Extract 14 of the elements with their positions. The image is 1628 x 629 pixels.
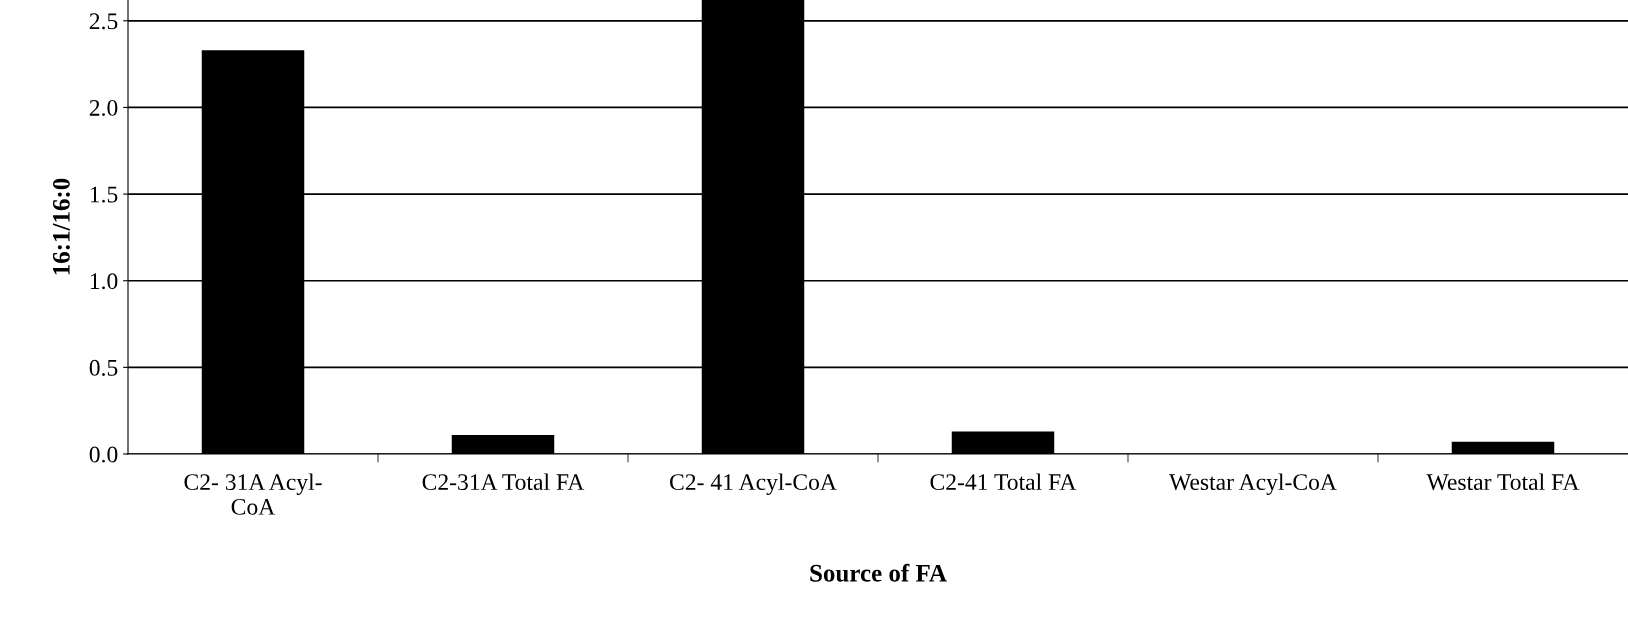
y-axis-title: 16:1/16:0 bbox=[52, 178, 70, 275]
y-tick-label: 2.0 bbox=[89, 99, 118, 116]
x-tick-label: C2-31A Total FA bbox=[422, 473, 585, 491]
x-tick-label: Westar Acyl-CoA bbox=[1169, 473, 1337, 495]
x-tick-label: C2-41 Total FA bbox=[930, 473, 1077, 491]
y-tick-label: 1.5 bbox=[90, 186, 118, 203]
y-tick-label: 1.0 bbox=[90, 273, 118, 290]
x-tick-label: C2- 31A Acyl- CoA bbox=[184, 473, 322, 515]
y-tick-label: 0.5 bbox=[89, 359, 118, 376]
x-tick-label: C2- 41 Acyl-CoA bbox=[670, 473, 837, 495]
y-tick-label: 0.0 bbox=[89, 446, 118, 463]
y-tick-label: 2.5 bbox=[89, 13, 118, 30]
x-tick-label: Westar Total FA bbox=[1426, 473, 1580, 491]
x-axis-title: Source of FA bbox=[810, 563, 947, 582]
